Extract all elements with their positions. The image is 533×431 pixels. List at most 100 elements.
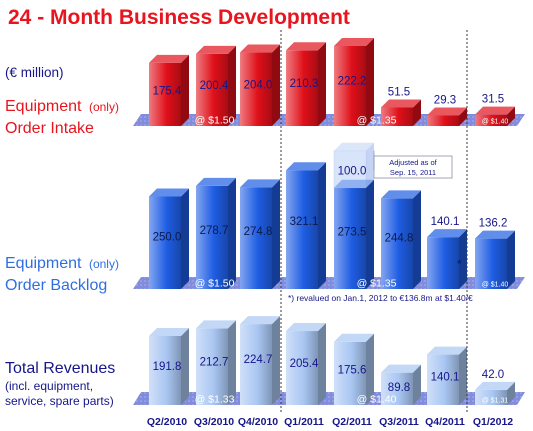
data-label: 210.3: [290, 78, 319, 90]
category-label: Q2/2010: [147, 416, 187, 428]
adjustment-note-line1: Adjusted as of: [389, 158, 437, 167]
bar-top: [286, 162, 326, 171]
rate-label: @ $1.35: [357, 278, 397, 290]
data-label: 321.1: [290, 216, 319, 228]
bar-side: [366, 179, 374, 289]
category-label: Q3/2011: [379, 416, 419, 428]
data-label: 140.1: [431, 216, 460, 228]
intake-label-line1: Equipment (only): [5, 98, 119, 115]
bar: [381, 198, 413, 289]
bar-side: [507, 381, 515, 405]
bar: [427, 354, 459, 405]
bar-side: [181, 188, 189, 289]
revenue-label-sub2: service, spare parts): [5, 394, 114, 408]
data-label: 31.5: [482, 94, 504, 106]
bar-side: [318, 323, 326, 405]
data-label: 200.4: [200, 80, 229, 92]
bar-top: [149, 54, 189, 63]
bar: [475, 114, 507, 126]
bar: [427, 237, 459, 289]
bar-side: [459, 229, 467, 289]
backlog-label-line1: Equipment (only): [5, 255, 119, 272]
bar-top: [475, 381, 515, 390]
bar-top: [240, 316, 280, 325]
bar-side: [228, 177, 236, 289]
bar-top: [475, 230, 515, 239]
adjustment-bar-side: [366, 142, 374, 188]
backlog-label-qualifier: (only): [89, 257, 119, 271]
bar: [240, 187, 272, 289]
bar-side: [318, 42, 326, 126]
bar-top: [381, 99, 421, 108]
bar: [475, 389, 507, 405]
data-label: 204.0: [244, 79, 273, 91]
data-label: 250.0: [153, 231, 182, 243]
revenue-label-sub1: (incl. equipment,: [5, 379, 93, 393]
bar-side: [507, 230, 515, 289]
bar: [286, 170, 318, 289]
adjustment-bar: [333, 150, 367, 189]
rate-label: @ $1.33: [195, 394, 235, 406]
bar-side: [272, 316, 280, 405]
backlog-footnote: *) revalued on Jan.1, 2012 to €136.8m at…: [288, 293, 473, 303]
bar-top: [286, 323, 326, 332]
asterisk: *: [457, 257, 462, 271]
order_backlog-panel: 250.0 278.7 274.8 321.1 273.5 244.8 140.1 136.2…: [133, 142, 525, 290]
data-label: 212.7: [200, 357, 229, 369]
bar-side: [459, 346, 467, 405]
bar-top: [196, 45, 236, 54]
bar-top: [286, 42, 326, 51]
bar: [196, 53, 228, 126]
data-label: 191.8: [153, 361, 182, 373]
data-label: 51.5: [388, 86, 410, 98]
intake-label-qualifier: (only): [89, 100, 119, 114]
bar-top: [149, 188, 189, 197]
bar: [196, 185, 228, 289]
bar-top: [381, 190, 421, 199]
rate-label: @ $1.40: [482, 282, 509, 289]
bar: [286, 50, 318, 126]
bar-side: [459, 107, 467, 126]
data-label: 205.4: [290, 358, 319, 370]
bar-top: [427, 229, 467, 238]
backlog-label-main: Equipment: [5, 255, 82, 272]
bar: [196, 328, 228, 405]
bar-top: [427, 346, 467, 355]
bar-top: [196, 320, 236, 329]
bar-top: [475, 106, 515, 115]
category-label: Q3/2010: [194, 416, 234, 428]
data-label: 175.4: [153, 85, 182, 97]
category-label: Q2/2011: [332, 416, 372, 428]
bar-side: [413, 99, 421, 126]
rate-label: @ $1.50: [195, 115, 235, 127]
unit-label: (€ million): [5, 65, 64, 80]
bar-top: [240, 179, 280, 188]
bar-side: [272, 179, 280, 289]
adjustment-note-line2: Sep. 15, 2011: [390, 168, 436, 177]
rate-label: @ $1.50: [195, 278, 235, 290]
bar: [334, 46, 366, 127]
bar-top: [196, 177, 236, 186]
bar-side: [413, 190, 421, 289]
bar: [149, 62, 181, 126]
rate-label: @ $1.40: [357, 394, 397, 406]
bar: [381, 372, 413, 405]
bar-top: [427, 107, 467, 116]
bar-side: [366, 333, 374, 405]
bar-side: [318, 162, 326, 289]
chart-title: 24 - Month Business Development: [8, 6, 350, 29]
bar-top: [334, 333, 374, 342]
bar-side: [507, 106, 515, 126]
rate-label: @ $1.40: [482, 119, 509, 126]
backlog-label-line2: Order Backlog: [5, 277, 107, 294]
bar-top: [149, 327, 189, 336]
bar: [475, 238, 507, 289]
category-label: Q4/2011: [425, 416, 465, 428]
data-label: 274.8: [244, 226, 273, 238]
bar-side: [228, 320, 236, 405]
bar-side: [181, 54, 189, 126]
category-label: Q1/2012: [473, 416, 513, 428]
bar-top: [381, 364, 421, 373]
bar-side: [228, 45, 236, 126]
bar: [149, 335, 181, 405]
